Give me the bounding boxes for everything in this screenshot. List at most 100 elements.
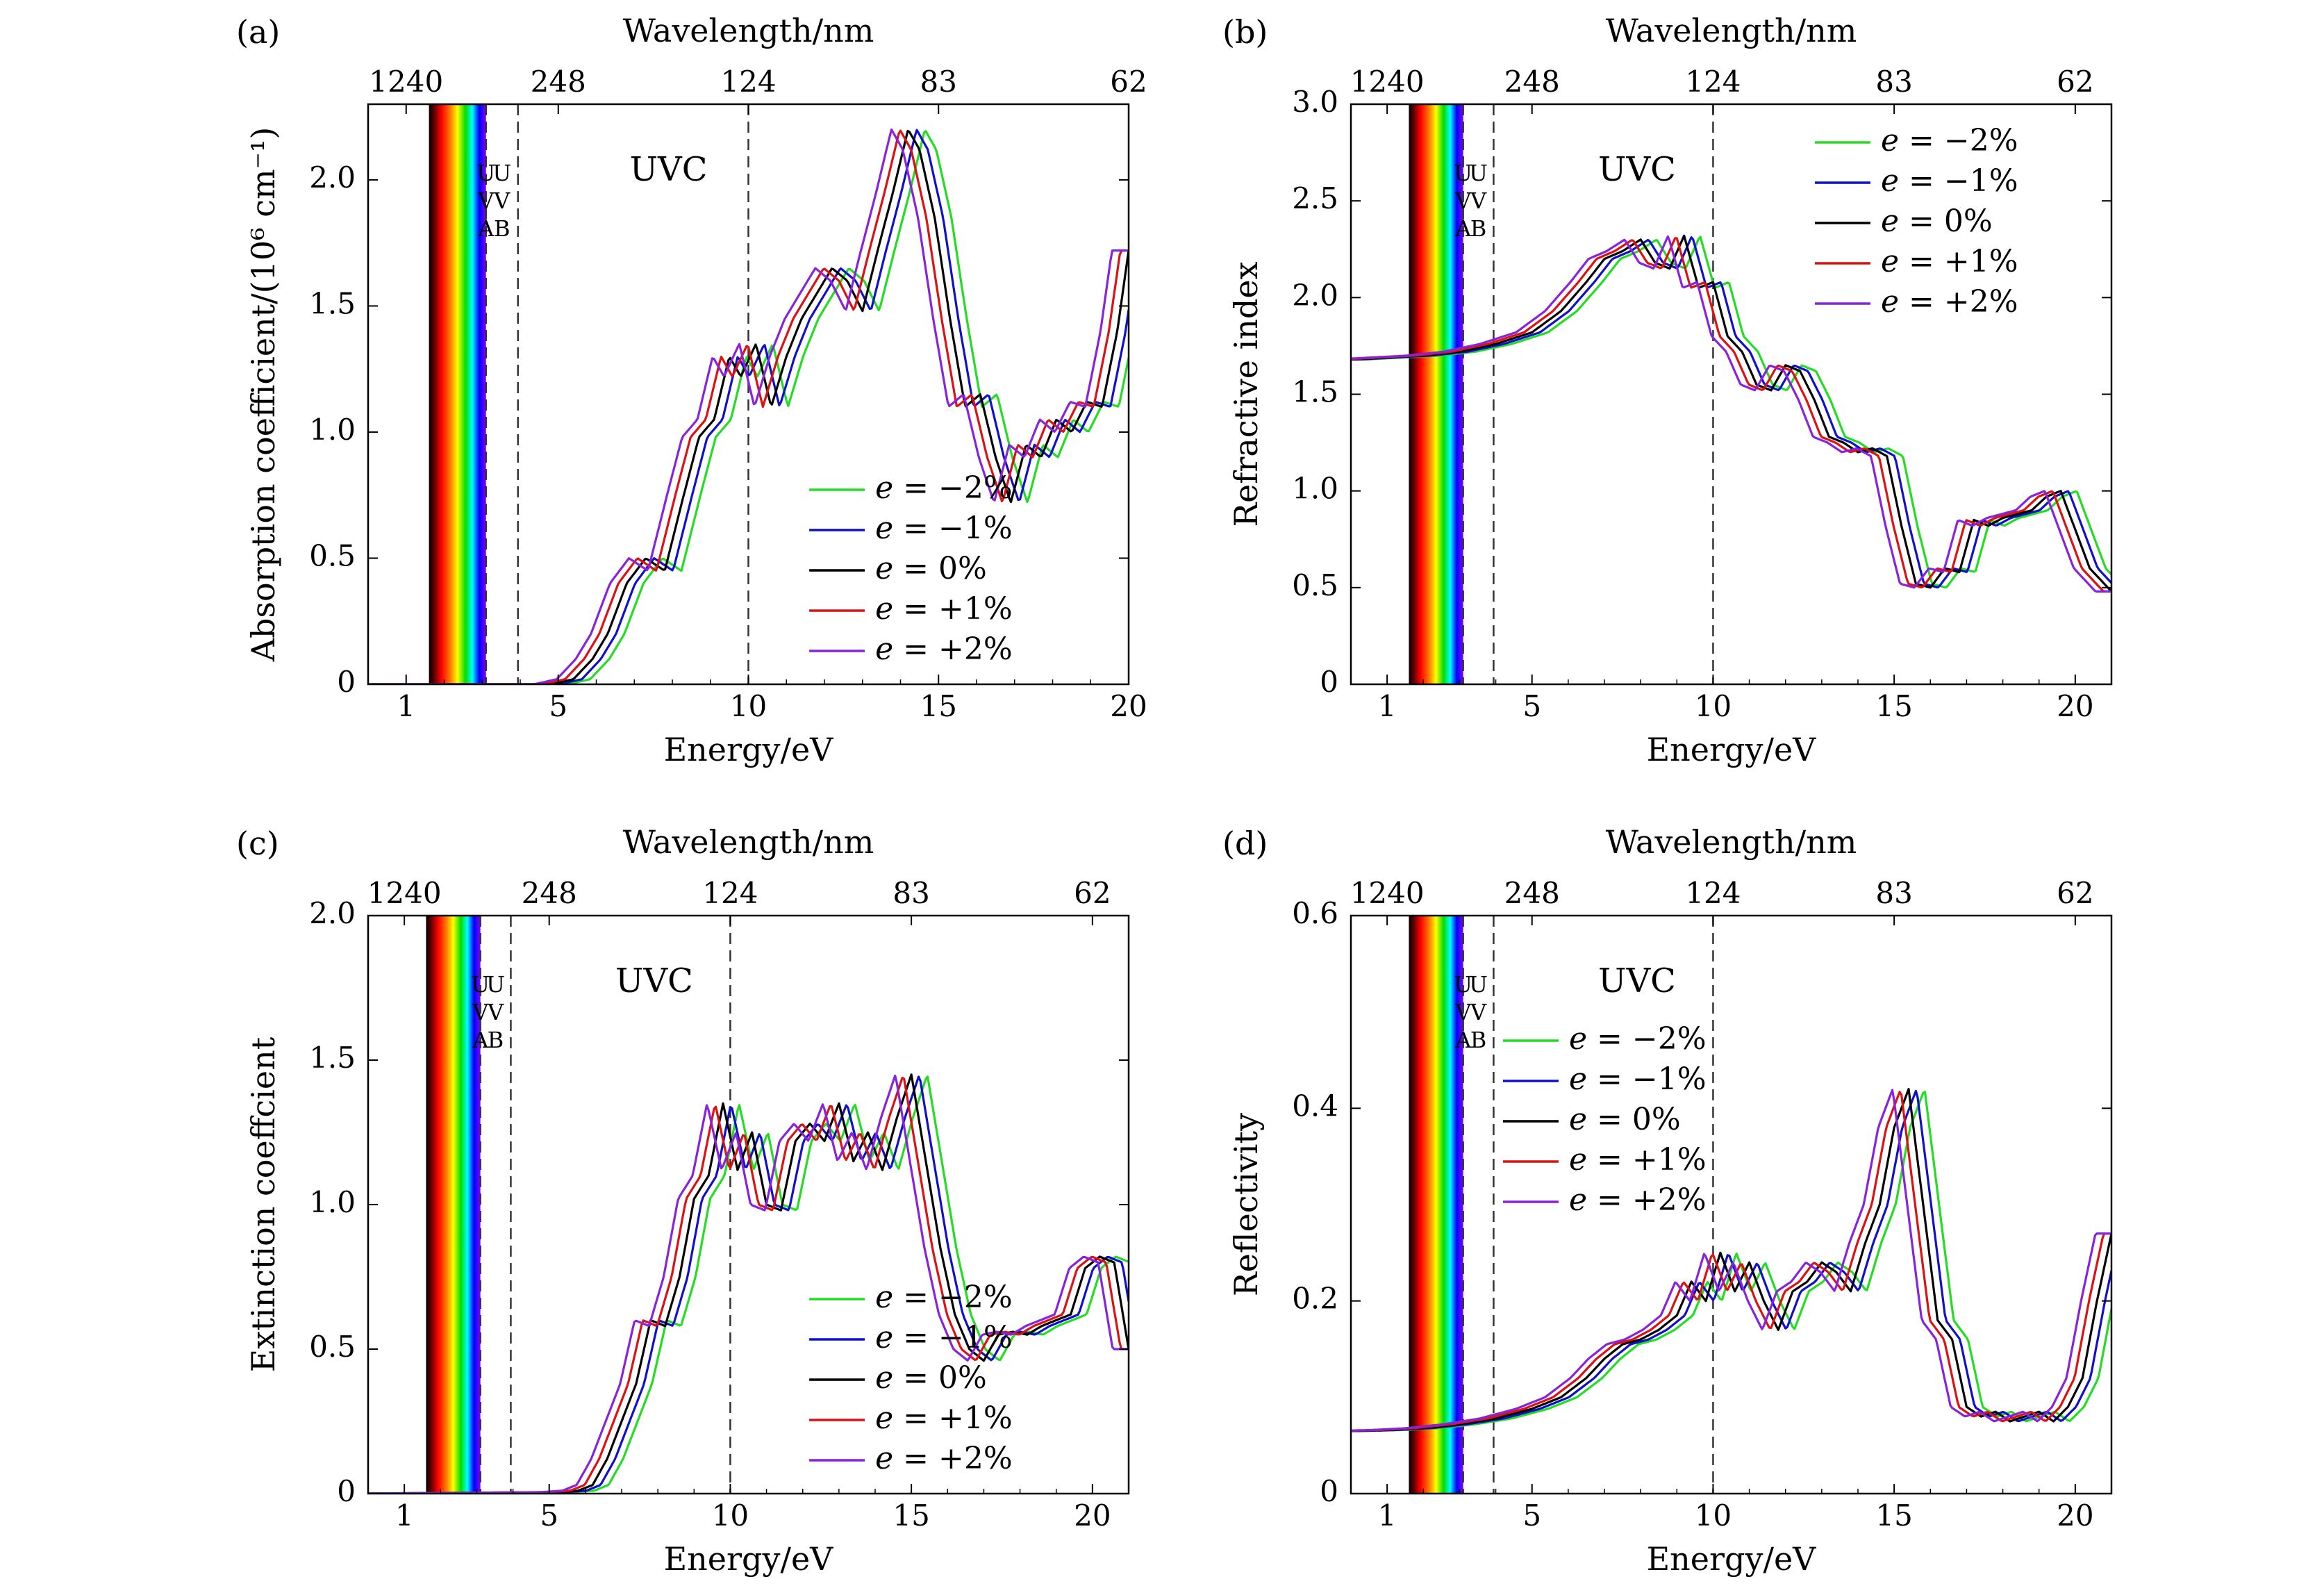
uvb-label-letter: V [1470, 999, 1487, 1025]
legend-label: e = +1% [875, 591, 1013, 627]
top-tick-label: 124 [720, 65, 776, 99]
legend-value: 0% [938, 551, 987, 586]
legend-value: 0% [938, 1360, 987, 1396]
legend-var: e [1569, 1142, 1587, 1178]
legend-var: e [1569, 1021, 1587, 1057]
y-tick-label: 0.6 [1292, 896, 1338, 930]
legend-label: e = +1% [875, 1401, 1013, 1436]
series-line-e=+1% [368, 129, 1129, 684]
series-line-e=-1% [1351, 1089, 2111, 1432]
legend-eq: = [893, 591, 938, 627]
legend-value: −1% [938, 1320, 1013, 1355]
series-line-e=-1% [1351, 236, 2111, 589]
series-line-e=+2% [368, 1074, 1129, 1494]
legend-value: +2% [1632, 1182, 1707, 1218]
y-tick-label: 2.0 [309, 160, 356, 195]
legend-var: e [875, 591, 893, 627]
uvb-label-letter: U [1469, 160, 1488, 186]
y-axis-title: Extinction coeffcient [244, 1036, 282, 1372]
panel-letter: (d) [1222, 825, 1268, 862]
uva-label-letter: U [476, 160, 495, 186]
y-tick-label: 2.0 [1292, 278, 1338, 312]
legend-eq: = [1587, 1102, 1632, 1137]
top-tick-label: 124 [702, 876, 758, 910]
x-tick-label: 10 [1695, 689, 1732, 723]
legend: e = −2%e = −1%e = 0%e = +1%e = +2% [1814, 123, 2018, 320]
top-tick-label: 62 [1074, 876, 1111, 910]
x-tick-label: 15 [1875, 1498, 1912, 1533]
legend-label: e = +2% [875, 631, 1013, 667]
uva-label-letter: A [472, 1027, 489, 1053]
uvb-label-letter: U [1469, 971, 1488, 998]
top-axis-title: Wavelength/nm [1606, 823, 1857, 861]
visible-spectrum-band [429, 104, 486, 684]
uva-label-letter: V [477, 188, 495, 214]
top-axis-title: Wavelength/nm [623, 823, 874, 861]
top-tick-label: 1240 [369, 65, 443, 99]
uva-label-letter: V [472, 999, 489, 1025]
y-tick-label: 3.0 [1292, 85, 1338, 119]
x-tick-label: 5 [1522, 689, 1541, 723]
y-tick-label: 0.5 [1292, 568, 1338, 602]
x-tick-label: 10 [730, 689, 767, 723]
legend-eq: = [1587, 1142, 1632, 1178]
top-tick-label: 248 [1504, 65, 1560, 99]
legend-label: e = 0% [875, 1360, 987, 1396]
y-axis-title: Absorption coefficient/(10⁶ cm⁻¹) [244, 127, 282, 663]
legend-value: −2% [1944, 123, 2018, 158]
series-line-e=0% [368, 1073, 1129, 1494]
series-line-e=-2% [1351, 1091, 2111, 1432]
top-tick-label: 83 [1875, 65, 1912, 99]
legend-label: e = +1% [1881, 244, 2018, 279]
y-tick-label: 1.0 [309, 413, 356, 447]
legend: e = −2%e = −1%e = 0%e = +1%e = +2% [809, 1280, 1013, 1476]
y-tick-label: 0 [1320, 1474, 1338, 1508]
legend-value: −1% [1944, 163, 2018, 199]
x-tick-label: 20 [2057, 689, 2093, 723]
uvb-label-letter: B [1470, 1027, 1487, 1053]
x-tick-label: 5 [549, 689, 567, 723]
top-tick-label: 248 [1504, 876, 1560, 910]
x-axis-title: Energy/eV [664, 1540, 834, 1578]
uva-label-letter: V [1454, 999, 1472, 1025]
legend-value: −2% [938, 1280, 1013, 1315]
top-tick-label: 62 [2057, 65, 2093, 99]
top-tick-label: 1240 [1350, 876, 1425, 910]
x-tick-label: 1 [395, 1498, 414, 1533]
x-tick-label: 15 [893, 1498, 929, 1533]
legend-eq: = [1899, 123, 1944, 158]
legend-label: e = −1% [875, 1320, 1013, 1355]
uva-label-letter: U [1454, 971, 1472, 998]
x-tick-label: 15 [920, 689, 957, 723]
legend-var: e [1881, 163, 1899, 199]
legend: e = −2%e = −1%e = 0%e = +1%e = +2% [1503, 1021, 1707, 1218]
legend-eq: = [1587, 1182, 1632, 1218]
visible-spectrum-band [1409, 104, 1463, 684]
y-axis-title: Reflectivity [1227, 1113, 1265, 1296]
legend-eq: = [1587, 1021, 1632, 1057]
legend-label: e = −2% [1881, 123, 2018, 158]
legend-eq: = [1899, 244, 1944, 279]
legend-eq: = [1587, 1062, 1632, 1097]
uva-label-letter: U [1454, 160, 1472, 186]
legend-label: e = +2% [875, 1441, 1013, 1476]
top-tick-label: 62 [2057, 876, 2093, 910]
y-tick-label: 0 [1320, 665, 1338, 699]
panel-letter: (c) [236, 825, 279, 862]
uva-label-letter: A [477, 215, 495, 242]
x-tick-label: 10 [712, 1498, 749, 1533]
legend-value: −1% [1632, 1062, 1707, 1097]
legend-label: e = −2% [1569, 1021, 1707, 1057]
x-tick-label: 20 [1074, 1498, 1111, 1533]
legend-var: e [1881, 204, 1899, 239]
y-tick-label: 0.2 [1292, 1282, 1338, 1316]
legend-eq: = [893, 1320, 938, 1355]
y-tick-label: 0.4 [1292, 1089, 1338, 1123]
uvc-label: UVC [615, 961, 693, 1000]
plot-area [1351, 104, 2111, 684]
top-tick-label: 62 [1110, 65, 1147, 99]
legend-value: +2% [1944, 284, 2018, 320]
legend-eq: = [893, 470, 938, 506]
